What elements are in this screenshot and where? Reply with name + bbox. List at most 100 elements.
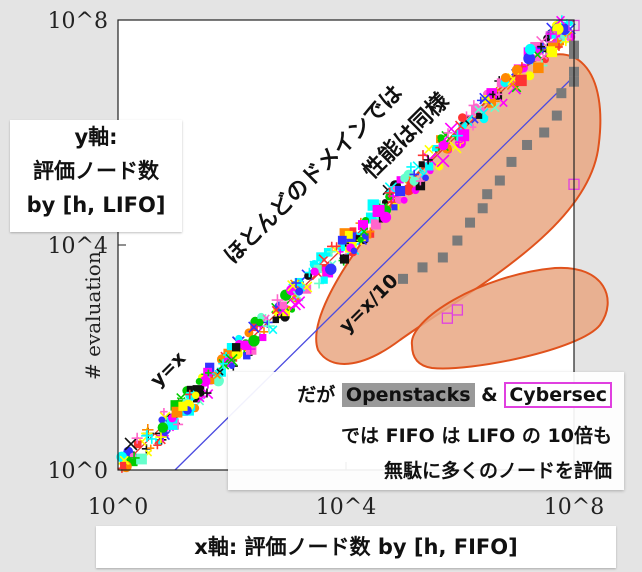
band-point — [533, 54, 541, 62]
band-point — [126, 454, 138, 467]
data-point-openstacks-8 — [506, 156, 517, 167]
band-point — [279, 301, 287, 309]
band-point — [542, 56, 549, 64]
diagonal-point-cloud — [116, 15, 576, 473]
band-point — [160, 407, 168, 416]
band-point — [302, 284, 312, 294]
data-point-openstacks-10 — [539, 127, 550, 138]
band-point — [406, 162, 416, 172]
band-point — [289, 298, 301, 311]
band-point — [349, 227, 357, 235]
band-point — [525, 71, 535, 81]
x-tick-label: 10^0 — [88, 495, 148, 520]
band-point — [131, 432, 143, 444]
band-point — [394, 195, 403, 205]
band-point — [545, 28, 556, 40]
band-point — [468, 100, 480, 111]
band-point — [489, 91, 497, 98]
band-point — [549, 32, 556, 39]
band-point — [418, 161, 425, 168]
band-point — [372, 204, 385, 217]
y-axis-label-partial: # evaluation — [81, 251, 105, 380]
band-point — [555, 43, 563, 51]
note-box: だが Openstacks & Cybersec では FIFO は LIFO … — [228, 372, 624, 490]
band-point — [292, 296, 306, 309]
band-point — [218, 358, 228, 369]
band-point — [248, 335, 260, 347]
band-point — [540, 52, 548, 60]
band-point — [157, 422, 169, 433]
band-point — [192, 395, 200, 403]
band-point — [133, 440, 142, 449]
band-point — [213, 375, 221, 383]
band-point — [332, 242, 341, 251]
band-point — [158, 416, 166, 424]
y-axis-caption-line1: y軸: — [74, 125, 118, 149]
band-point — [120, 461, 127, 468]
band-point — [294, 277, 304, 287]
band-point — [366, 227, 375, 236]
band-point — [199, 375, 211, 387]
band-point — [471, 105, 481, 116]
data-point-openstacks-5 — [477, 203, 488, 214]
band-point — [271, 294, 284, 306]
data-point-openstacks-2 — [437, 252, 448, 263]
band-point — [425, 162, 434, 171]
band-point — [192, 385, 205, 397]
band-point — [451, 130, 463, 142]
data-point-openstacks-7 — [494, 175, 505, 186]
band-point — [423, 155, 433, 165]
band-point — [370, 219, 382, 230]
band-point — [326, 247, 336, 257]
band-point — [476, 96, 485, 105]
band-point — [488, 95, 500, 107]
band-point — [262, 320, 275, 333]
band-point — [469, 123, 477, 131]
band-point — [207, 377, 215, 385]
x-tick-label: 10^8 — [544, 495, 604, 520]
band-point — [213, 371, 222, 380]
y-axis-caption-box: y軸: 評価ノード数 by [h, LIFO] — [10, 120, 182, 232]
band-point — [500, 73, 511, 83]
data-point-openstacks-11 — [551, 110, 562, 121]
band-point — [282, 308, 290, 317]
y-axis-caption-line2: 評価ノード数 — [33, 159, 159, 183]
data-point-cybersec-3 — [545, 31, 557, 43]
band-point — [226, 343, 235, 351]
data-point-openstacks-1 — [417, 262, 428, 273]
band-point — [136, 453, 147, 465]
band-point — [435, 162, 444, 171]
band-point — [360, 233, 369, 242]
band-point — [223, 348, 235, 360]
band-point — [313, 264, 322, 273]
band-point — [191, 391, 200, 399]
band-point — [431, 144, 439, 152]
band-point — [256, 318, 264, 327]
data-point-openstacks-6 — [482, 189, 493, 200]
band-point — [245, 344, 256, 354]
band-point — [141, 429, 154, 442]
band-point — [384, 182, 398, 195]
band-point — [295, 287, 304, 296]
band-point — [268, 325, 278, 335]
band-point — [443, 128, 453, 138]
band-point — [417, 150, 429, 161]
data-point-openstacks-0 — [398, 273, 408, 284]
band-point — [409, 176, 419, 186]
band-point — [416, 176, 425, 186]
y-tick-label: 10^8 — [48, 9, 108, 34]
band-point — [325, 263, 337, 275]
band-point — [499, 98, 508, 108]
openstacks-label: Openstacks — [341, 383, 475, 407]
band-point — [474, 105, 483, 114]
band-point — [400, 173, 409, 183]
y-axis-caption-line3: by [h, LIFO] — [26, 193, 166, 217]
band-point — [155, 431, 167, 443]
band-point — [523, 52, 536, 65]
band-point — [396, 176, 404, 184]
band-point — [344, 230, 353, 239]
y-tick-label: 10^0 — [48, 459, 108, 484]
band-point — [400, 196, 408, 204]
band-point — [359, 227, 369, 236]
band-point — [457, 129, 470, 142]
